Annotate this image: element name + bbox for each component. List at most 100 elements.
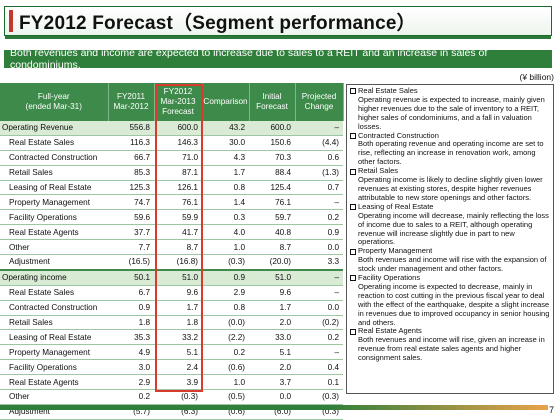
- segment-note: Facility Operations Operating income is e…: [350, 273, 550, 327]
- cell-comparison: 2.9: [202, 285, 249, 301]
- table-header-row: Full-year (ended Mar-31) FY2011 Mar-2012…: [0, 83, 344, 121]
- table-row: Real Estate Sales 6.7 9.6 2.9 9.6–: [0, 285, 343, 301]
- cell-projected-change: 0.4: [295, 359, 343, 376]
- cell-comparison: 4.0: [202, 224, 249, 241]
- cell-projected-change: 0.0: [295, 300, 343, 316]
- row-label: Operating income: [0, 269, 108, 286]
- cell-projected-change: 0.9: [295, 224, 343, 241]
- table-row: Real Estate Agents 2.9 3.9 1.0 3.7 0.1: [0, 374, 343, 391]
- cell-initial-forecast: 0.0: [249, 389, 295, 405]
- header-fy2012-line2: Mar-2013: [160, 97, 196, 106]
- title-underline: [5, 36, 551, 39]
- cell-fy2011: 66.7: [108, 150, 154, 166]
- table-row: Retail Sales 85.3 87.1 1.7 88.4 (1.3): [0, 165, 343, 181]
- table-section-row: Operating Revenue 556.8 600.0 43.2 600.0–: [0, 121, 343, 136]
- note-heading: Property Management: [350, 246, 550, 256]
- note-heading-text: Property Management: [358, 246, 433, 256]
- cell-fy2012-forecast: (0.3): [154, 389, 202, 405]
- cell-fy2011: 0.9: [108, 300, 154, 316]
- cell-fy2012-forecast: 126.1: [154, 180, 202, 196]
- cell-fy2012-forecast: 8.7: [154, 239, 202, 256]
- cell-comparison: (0.3): [202, 254, 249, 271]
- note-heading-text: Leasing of Real Estate: [358, 201, 434, 211]
- cell-fy2012-forecast: 41.7: [154, 224, 202, 241]
- table-row: Leasing of Real Estate 35.3 33.2 (2.2) 33.0 0…: [0, 329, 343, 346]
- cell-initial-forecast: 33.0: [249, 329, 295, 346]
- row-label: Retail Sales: [0, 165, 108, 181]
- cell-initial-forecast: 125.4: [249, 180, 295, 196]
- cell-fy2011: 50.1: [108, 269, 154, 286]
- cell-projected-change: –: [295, 285, 343, 301]
- segment-note: Contracted Construction Both operating re…: [350, 131, 550, 168]
- table-row: Leasing of Real Estate 125.3 126.1 0.8 125.4…: [0, 180, 343, 196]
- note-heading: Leasing of Real Estate: [350, 201, 550, 212]
- checkbox-bullet-icon: [350, 132, 356, 139]
- row-label: Facility Operations: [0, 359, 108, 376]
- segment-note: Leasing of Real Estate Operating income w…: [350, 201, 550, 248]
- header-fy2011: FY2011 Mar-2012: [108, 83, 155, 121]
- cell-fy2012-forecast: 59.9: [154, 209, 202, 226]
- cell-projected-change: –: [295, 121, 343, 136]
- row-label: Adjustment: [0, 254, 108, 271]
- cell-projected-change: 0.2: [295, 209, 343, 226]
- cell-fy2011: 59.6: [108, 209, 154, 226]
- note-body: Operating income will decrease, mainly r…: [358, 210, 549, 247]
- table-row: Contracted Construction 0.9 1.7 0.8 1.7 0.0: [0, 300, 343, 316]
- cell-fy2012-forecast: 87.1: [154, 165, 202, 181]
- note-heading: Facility Operations: [350, 273, 550, 283]
- cell-fy2011: 2.9: [108, 374, 154, 391]
- note-heading: Real Estate Agents: [350, 327, 550, 336]
- cell-fy2011: 0.2: [108, 389, 154, 405]
- checkbox-bullet-icon: [350, 248, 356, 255]
- note-body: Both operating revenue and operating inc…: [358, 139, 544, 167]
- row-label: Other: [0, 389, 108, 405]
- header-period-line2: (ended Mar-31): [25, 102, 82, 111]
- cell-fy2011: 116.3: [108, 135, 154, 151]
- cell-comparison: (2.2): [202, 329, 249, 346]
- cell-projected-change: (0.3): [295, 389, 343, 405]
- header-initial-line2: Forecast: [256, 102, 288, 111]
- cell-fy2011: 556.8: [108, 121, 154, 136]
- cell-fy2011: 1.8: [108, 315, 154, 331]
- cell-projected-change: –: [295, 269, 343, 286]
- row-label: Other: [0, 239, 108, 256]
- row-label: Real Estate Sales: [0, 285, 108, 301]
- cell-fy2011: (16.5): [108, 254, 154, 271]
- table-row: Real Estate Sales 116.3 146.3 30.0 150.6 (4.4…: [0, 135, 343, 151]
- segment-note: Retail Sales Operating income is likely t…: [350, 166, 550, 203]
- cell-initial-forecast: (20.0): [249, 254, 295, 271]
- cell-fy2012-forecast: 71.0: [154, 150, 202, 166]
- cell-initial-forecast: 150.6: [249, 135, 295, 151]
- cell-fy2012-forecast: 146.3: [154, 135, 202, 151]
- table-row: Retail Sales 1.8 1.8 (0.0) 2.0 (0.2): [0, 315, 343, 331]
- cell-projected-change: 3.3: [295, 254, 343, 271]
- cell-initial-forecast: 70.3: [249, 150, 295, 166]
- note-body: Operating income is likely to decline sl…: [358, 175, 543, 202]
- checkbox-bullet-icon: [350, 204, 356, 211]
- header-projected-line1: Projected: [301, 92, 337, 101]
- segment-note: Property Management Both revenues and inc…: [350, 246, 550, 274]
- table-row: Other 0.2 (0.3) (0.5) 0.0 (0.3): [0, 389, 343, 405]
- row-label: Real Estate Sales: [0, 135, 108, 151]
- cell-fy2011: 4.9: [108, 344, 154, 361]
- cell-comparison: 30.0: [202, 135, 249, 151]
- table-row: Property Management 4.9 5.1 0.2 5.1–: [0, 344, 343, 361]
- cell-fy2011: 74.7: [108, 194, 154, 211]
- cell-projected-change: 0.7: [295, 180, 343, 196]
- cell-comparison: (0.5): [202, 389, 249, 405]
- table-row: Adjustment (16.5) (16.8) (0.3) (20.0) 3.3: [0, 254, 343, 271]
- cell-comparison: 43.2: [202, 121, 249, 136]
- header-projected: Projected Change: [295, 83, 344, 121]
- segment-table: Full-year (ended Mar-31) FY2011 Mar-2012…: [0, 83, 344, 420]
- note-body: Both revenues and income will rise, give…: [358, 335, 545, 363]
- cell-fy2011: 85.3: [108, 165, 154, 181]
- table-body: Operating Revenue 556.8 600.0 43.2 600.0– Rea…: [0, 121, 343, 420]
- table-row: Facility Operations 59.6 59.9 0.3 59.7 0.2: [0, 209, 343, 226]
- cell-comparison: 1.4: [202, 194, 249, 211]
- cell-projected-change: (0.2): [295, 315, 343, 331]
- cell-initial-forecast: 3.7: [249, 374, 295, 391]
- row-label: Property Management: [0, 344, 108, 361]
- table-row: Facility Operations 3.0 2.4 (0.6) 2.0 0.4: [0, 359, 343, 376]
- cell-projected-change: 0.2: [295, 329, 343, 346]
- cell-fy2012-forecast: 2.4: [154, 359, 202, 376]
